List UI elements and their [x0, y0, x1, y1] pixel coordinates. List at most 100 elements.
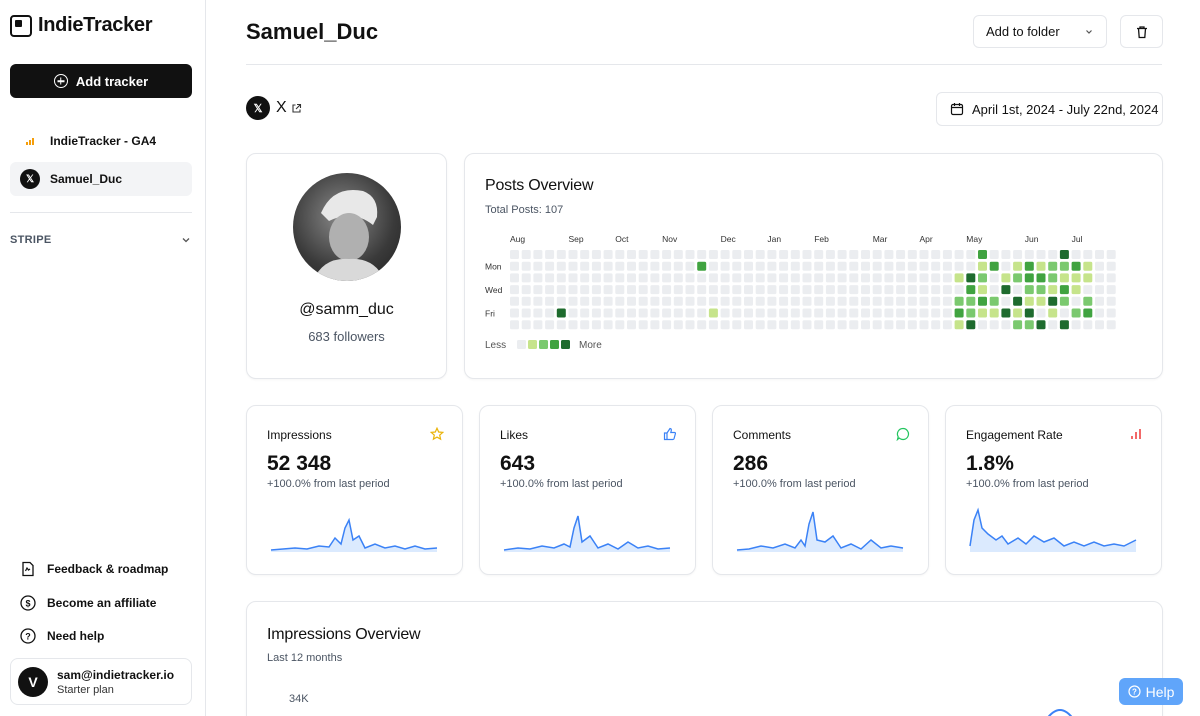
- heatmap-cell: [650, 285, 660, 295]
- metric-delta: +100.0% from last period: [733, 478, 856, 490]
- sidebar-item-samuel-duc[interactable]: 𝕏 Samuel_Duc: [10, 162, 192, 196]
- heatmap-cell: [1024, 320, 1034, 330]
- heatmap-cell: [814, 261, 824, 271]
- heatmap-legend-more: More: [579, 340, 602, 351]
- heatmap-cell: [1106, 285, 1116, 295]
- heatmap-cell: [591, 320, 601, 330]
- heatmap-cell: [732, 273, 742, 283]
- heatmap-cell: [954, 285, 964, 295]
- heatmap-cell: [662, 250, 672, 259]
- heatmap-cell: [720, 308, 730, 318]
- heatmap-cell: [802, 261, 812, 271]
- need-help-link[interactable]: ? Need help: [20, 628, 104, 644]
- feedback-roadmap-link[interactable]: Feedback & roadmap: [20, 561, 168, 577]
- heatmap-cell: [1106, 308, 1116, 318]
- date-range-picker[interactable]: April 1st, 2024 - July 22nd, 2024: [936, 92, 1163, 126]
- help-button[interactable]: ? Help: [1119, 678, 1183, 705]
- heatmap-legend-swatch: [528, 340, 537, 349]
- add-to-folder-select[interactable]: Add to folder: [973, 15, 1107, 48]
- heatmap-cell: [966, 273, 976, 283]
- heatmap-cell: [884, 296, 894, 306]
- heatmap-cell: [814, 320, 824, 330]
- heatmap-cell: [638, 261, 648, 271]
- heatmap-cell: [568, 308, 578, 318]
- heatmap-cell: [1071, 296, 1081, 306]
- heatmap-cell: [779, 296, 789, 306]
- heatmap-cell: [978, 273, 987, 283]
- heatmap-cell: [954, 296, 964, 306]
- heatmap-cell: [708, 261, 718, 271]
- heatmap-cell: [744, 261, 753, 271]
- heatmap-cell: [767, 308, 777, 318]
- heatmap-month-label: May: [966, 234, 983, 244]
- likes-card: Likes 643 +100.0% from last period: [479, 405, 696, 575]
- comments-sparkline: [736, 511, 904, 552]
- heatmap-cell: [591, 261, 601, 271]
- heatmap-cell: [755, 296, 765, 306]
- heatmap-cell: [1083, 273, 1093, 283]
- heatmap-cell: [755, 308, 765, 318]
- heatmap-cell: [744, 285, 753, 295]
- heatmap-cell: [1095, 320, 1104, 330]
- heatmap-cell: [556, 250, 566, 259]
- heatmap-cell: [931, 296, 941, 306]
- heatmap-cell: [884, 320, 894, 330]
- sidebar-item-label: Samuel_Duc: [50, 172, 123, 186]
- sparkline-line: [270, 517, 438, 551]
- sidebar-item-label: IndieTracker - GA4: [50, 134, 157, 148]
- stripe-section-toggle[interactable]: STRIPE: [10, 234, 192, 246]
- heatmap-cell: [825, 296, 835, 306]
- platform-link[interactable]: 𝕏 X: [246, 96, 302, 120]
- heatmap-cell: [978, 308, 987, 318]
- x-logo-icon: 𝕏: [246, 96, 270, 120]
- delete-button[interactable]: [1120, 15, 1163, 48]
- heatmap-cell: [1106, 320, 1116, 330]
- heatmap-cell: [790, 285, 800, 295]
- heatmap-cell: [510, 320, 519, 330]
- heatmap-cell: [580, 250, 590, 259]
- sidebar-item-ga4[interactable]: IndieTracker - GA4: [10, 124, 192, 158]
- heatmap-cell: [872, 320, 882, 330]
- feedback-label: Feedback & roadmap: [47, 562, 169, 576]
- heatmap-cell: [1106, 296, 1116, 306]
- posts-overview-card: Posts Overview Total Posts: 107 Aug Sep Oc…: [464, 153, 1163, 379]
- heatmap-cell: [931, 250, 941, 259]
- heatmap-cell: [755, 261, 765, 271]
- affiliate-link[interactable]: $ Become an affiliate: [20, 595, 156, 611]
- heatmap-cell: [790, 261, 800, 271]
- heatmap-cell: [510, 296, 519, 306]
- user-account-card[interactable]: V sam@indietracker.io Starter plan: [10, 658, 192, 705]
- heatmap-cell: [1024, 250, 1034, 259]
- help-icon: ?: [1127, 685, 1141, 698]
- heatmap-cell: [942, 308, 952, 318]
- heatmap-cell: [1059, 273, 1069, 283]
- heatmap-cell: [1083, 285, 1093, 295]
- heatmap-cell: [615, 296, 625, 306]
- heatmap-cell: [1059, 296, 1069, 306]
- heatmap-cell: [931, 308, 941, 318]
- heatmap-cell: [919, 308, 929, 318]
- heatmap-cell: [615, 320, 625, 330]
- svg-text:$: $: [25, 599, 30, 609]
- heatmap-cell: [896, 250, 906, 259]
- heatmap-cell: [1036, 273, 1046, 283]
- heatmap-cell: [638, 250, 648, 259]
- heatmap-cell: [884, 285, 894, 295]
- heatmap-cell: [907, 296, 917, 306]
- heatmap-cell: [872, 273, 882, 283]
- heatmap-cell: [896, 296, 906, 306]
- app-logo[interactable]: IndieTracker: [10, 14, 153, 37]
- heatmap-cell: [872, 250, 882, 259]
- heatmap-cell: [1048, 285, 1058, 295]
- heatmap-cell: [837, 285, 847, 295]
- heatmap-cell: [954, 320, 964, 330]
- star-icon: [430, 427, 444, 441]
- heatmap-cell: [638, 296, 648, 306]
- add-tracker-button[interactable]: Add tracker: [10, 64, 192, 98]
- heatmap-cell: [755, 250, 765, 259]
- heatmap-cell: [1001, 285, 1011, 295]
- impressions-card: Impressions 52 348 +100.0% from last per…: [246, 405, 463, 575]
- heatmap-cell: [545, 273, 555, 283]
- heatmap-cell: [849, 285, 859, 295]
- heatmap-cell: [884, 308, 894, 318]
